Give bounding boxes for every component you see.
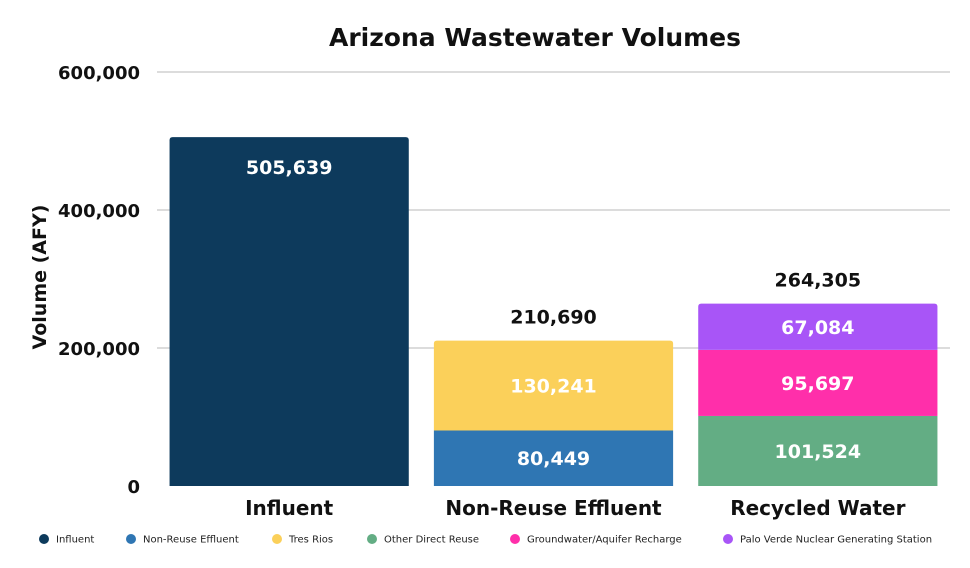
bar-segment bbox=[433, 430, 674, 486]
legend-swatch bbox=[723, 534, 733, 544]
bar-value-label: 101,524 bbox=[775, 441, 862, 463]
legend-item: Groundwater/Aquifer Recharge bbox=[510, 534, 682, 546]
legend-label: Tres Rios bbox=[288, 535, 333, 546]
bar-total-label: 264,305 bbox=[775, 270, 862, 292]
legend-item: Palo Verde Nuclear Generating Station bbox=[723, 534, 932, 546]
bar-segment bbox=[698, 349, 938, 416]
bar-value-label: 505,639 bbox=[246, 157, 333, 179]
y-tick-label: 200,000 bbox=[58, 339, 140, 360]
bar-value-label: 67,084 bbox=[781, 317, 854, 339]
bar-segment bbox=[698, 415, 938, 486]
legend-item: Non-Reuse Effluent bbox=[126, 534, 239, 546]
y-tick-label: 400,000 bbox=[58, 201, 140, 222]
legend-swatch bbox=[367, 534, 377, 544]
legend-label: Influent bbox=[56, 535, 94, 546]
x-category-label: Influent bbox=[245, 496, 334, 520]
legend-swatch bbox=[126, 534, 136, 544]
y-axis-label: Volume (AFY) bbox=[29, 205, 51, 350]
legend: Influent Non-Reuse Effluent Tres Rios Other… bbox=[39, 534, 932, 546]
bar-segment bbox=[169, 137, 409, 487]
legend-label: Other Direct Reuse bbox=[384, 535, 479, 546]
legend-item: Tres Rios bbox=[272, 534, 333, 546]
bar-value-label: 80,449 bbox=[517, 448, 590, 470]
bar-value-label: 130,241 bbox=[510, 376, 597, 398]
bar-value-label: 95,697 bbox=[781, 373, 854, 395]
legend-item: Other Direct Reuse bbox=[367, 534, 479, 546]
x-category-label: Recycled Water bbox=[730, 496, 905, 520]
bars bbox=[169, 137, 938, 487]
x-axis-categories: Influent Non-Reuse Effluent Recycled Water bbox=[245, 496, 905, 520]
bar-total-label: 210,690 bbox=[510, 307, 597, 329]
legend-swatch bbox=[510, 534, 520, 544]
legend-swatch bbox=[272, 534, 282, 544]
legend-swatch bbox=[39, 534, 49, 544]
legend-item: Influent bbox=[39, 534, 94, 546]
y-tick-label: 600,000 bbox=[58, 63, 140, 84]
y-axis-ticks: 0 200,000 400,000 600,000 bbox=[58, 63, 140, 498]
legend-label: Groundwater/Aquifer Recharge bbox=[527, 535, 682, 546]
y-tick-label: 0 bbox=[127, 477, 140, 498]
chart-title: Arizona Wastewater Volumes bbox=[329, 23, 741, 52]
legend-label: Non-Reuse Effluent bbox=[143, 535, 239, 546]
bar-segment bbox=[698, 303, 938, 350]
bar-segment bbox=[433, 340, 674, 431]
x-category-label: Non-Reuse Effluent bbox=[445, 496, 662, 520]
data-labels: 505,639 80,449 130,241 210,690 101,524 95,697… bbox=[246, 157, 861, 470]
legend-label: Palo Verde Nuclear Generating Station bbox=[740, 535, 932, 546]
